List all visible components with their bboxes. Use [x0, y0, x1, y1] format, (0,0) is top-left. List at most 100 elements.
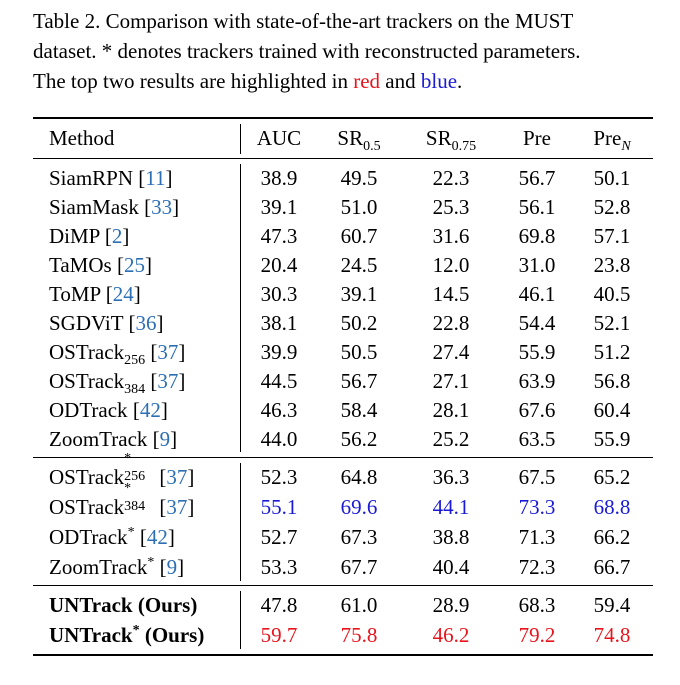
citation-link[interactable]: 9 — [166, 555, 178, 579]
cell-sr05: 51.0 — [340, 195, 378, 219]
cell-pre: 55.9 — [518, 340, 556, 364]
vline-group3 — [240, 591, 241, 649]
table-row: OSTrack256 [37] 39.9 50.5 27.4 55.9 51.2 — [33, 338, 653, 368]
cell-auc: 39.1 — [260, 195, 298, 219]
method-name: UNTrack (Ours) — [49, 593, 198, 617]
cell-sr05: 67.7 — [340, 555, 378, 579]
cell-pren: 50.1 — [593, 166, 631, 190]
citation-link[interactable]: 33 — [151, 195, 173, 219]
caption-line-1: Table 2. Comparison with state-of-the-ar… — [33, 9, 574, 33]
method-name: UNTrack* (Ours) — [49, 623, 205, 647]
table-row: SGDViT [36] 38.1 50.2 22.8 54.4 52.1 — [33, 309, 653, 337]
method-name: SiamMask [33] — [49, 195, 180, 219]
cell-auc: 30.3 — [260, 282, 298, 306]
table-row: ODTrack [42] 46.3 58.4 28.1 67.6 60.4 — [33, 396, 653, 424]
method-name: ToMP [24] — [49, 282, 141, 306]
method-name: OSTrack * 256 [37] — [49, 451, 195, 490]
cell-pre: 68.3 — [518, 593, 556, 617]
cell-pre: 63.9 — [518, 369, 556, 393]
citation-link[interactable]: 37 — [166, 495, 188, 519]
cell-pre: 69.8 — [518, 224, 556, 248]
table-caption: Table 2. Comparison with state-of-the-ar… — [33, 6, 657, 96]
cell-sr075: 36.3 — [432, 465, 470, 489]
header-method: Method — [49, 126, 115, 150]
table-row: ODTrack* [42] 52.7 67.3 38.8 71.3 66.2 — [33, 523, 653, 551]
cell-sr075: 28.9 — [432, 593, 470, 617]
cell-sr05: 64.8 — [340, 465, 378, 489]
cell-sr05: 75.8 — [340, 623, 378, 647]
cell-auc: 20.4 — [260, 253, 298, 277]
table-row: UNTrack (Ours) 47.8 61.0 28.9 68.3 59.4 — [33, 591, 653, 619]
cell-auc: 38.1 — [260, 311, 298, 335]
cell-sr05: 50.2 — [340, 311, 378, 335]
cell-pren: 65.2 — [593, 465, 631, 489]
cell-sr075: 25.2 — [432, 427, 470, 451]
table-row: SiamMask [33] 39.1 51.0 25.3 56.1 52.8 — [33, 193, 653, 221]
citation-link[interactable]: 25 — [123, 253, 145, 277]
cell-sr075: 27.4 — [432, 340, 470, 364]
citation-link[interactable]: 37 — [157, 369, 179, 393]
table-row: OSTrack * 256 [37] 52.3 64.8 36.3 67.5 65.2 — [33, 451, 653, 491]
cell-pren: 68.8 — [593, 495, 631, 519]
citation-link[interactable]: 37 — [166, 465, 188, 489]
citation-link[interactable]: 2 — [111, 224, 123, 248]
cell-auc: 52.3 — [260, 465, 298, 489]
citation-link[interactable]: 37 — [157, 340, 179, 364]
table-row: OSTrack384 [37] 44.5 56.7 27.1 63.9 56.8 — [33, 367, 653, 397]
citation-link[interactable]: 9 — [159, 427, 171, 451]
cell-pre: 31.0 — [518, 253, 556, 277]
cell-pren: 66.2 — [593, 525, 631, 549]
group-rule-2 — [33, 585, 653, 586]
caption-red-word: red — [353, 69, 381, 93]
citation-link[interactable]: 42 — [146, 525, 168, 549]
header-pre: Pre — [523, 126, 551, 150]
table-row: OSTrack * 384 [37] 55.1 69.6 44.1 73.3 68.8 — [33, 481, 653, 521]
table-row: ToMP [24] 30.3 39.1 14.5 46.1 40.5 — [33, 280, 653, 308]
vline-group1 — [240, 164, 241, 452]
cell-auc: 47.3 — [260, 224, 298, 248]
table-row: ZoomTrack* [9] 53.3 67.7 40.4 72.3 66.7 — [33, 553, 653, 581]
header-pren: PreN — [593, 126, 631, 154]
cell-sr05: 60.7 — [340, 224, 378, 248]
cell-pre: 72.3 — [518, 555, 556, 579]
vline-header — [240, 124, 241, 154]
table-row: TaMOs [25] 20.4 24.5 12.0 31.0 23.8 — [33, 251, 653, 279]
cell-pre: 67.5 — [518, 465, 556, 489]
cell-pren: 59.4 — [593, 593, 631, 617]
group-rule-1 — [33, 457, 653, 458]
cell-pren: 74.8 — [593, 623, 631, 647]
cell-sr05: 24.5 — [340, 253, 378, 277]
citation-link[interactable]: 24 — [112, 282, 134, 306]
cell-sr05: 69.6 — [340, 495, 378, 519]
header-row: Method AUC SR0.5 SR0.75 Pre PreN — [33, 124, 653, 154]
cell-sr05: 56.7 — [340, 369, 378, 393]
citation-link[interactable]: 36 — [135, 311, 157, 335]
cell-pren: 57.1 — [593, 224, 631, 248]
method-name: OSTrack * 384 [37] — [49, 481, 195, 520]
cell-sr075: 22.8 — [432, 311, 470, 335]
method-name: TaMOs [25] — [49, 253, 152, 277]
cell-auc: 39.9 — [260, 340, 298, 364]
caption-blue-word: blue — [420, 69, 458, 93]
header-sr075: SR0.75 — [425, 126, 477, 154]
cell-sr075: 38.8 — [432, 525, 470, 549]
cell-pre: 54.4 — [518, 311, 556, 335]
method-name: DiMP [2] — [49, 224, 130, 248]
cell-sr075: 40.4 — [432, 555, 470, 579]
cell-auc: 38.9 — [260, 166, 298, 190]
method-name: ODTrack* [42] — [49, 525, 175, 549]
citation-link[interactable]: 11 — [145, 166, 166, 190]
method-name: ZoomTrack* [9] — [49, 555, 185, 579]
method-name: ZoomTrack [9] — [49, 427, 178, 451]
cell-auc: 44.0 — [260, 427, 298, 451]
caption-line-3: The top two results are highlighted in r… — [33, 69, 463, 93]
citation-link[interactable]: 42 — [139, 398, 161, 422]
method-name: ODTrack [42] — [49, 398, 168, 422]
cell-sr075: 28.1 — [432, 398, 470, 422]
vline-group2 — [240, 463, 241, 581]
cell-sr075: 44.1 — [432, 495, 470, 519]
cell-pren: 40.5 — [593, 282, 631, 306]
cell-pre: 56.1 — [518, 195, 556, 219]
cell-auc: 44.5 — [260, 369, 298, 393]
cell-pren: 66.7 — [593, 555, 631, 579]
